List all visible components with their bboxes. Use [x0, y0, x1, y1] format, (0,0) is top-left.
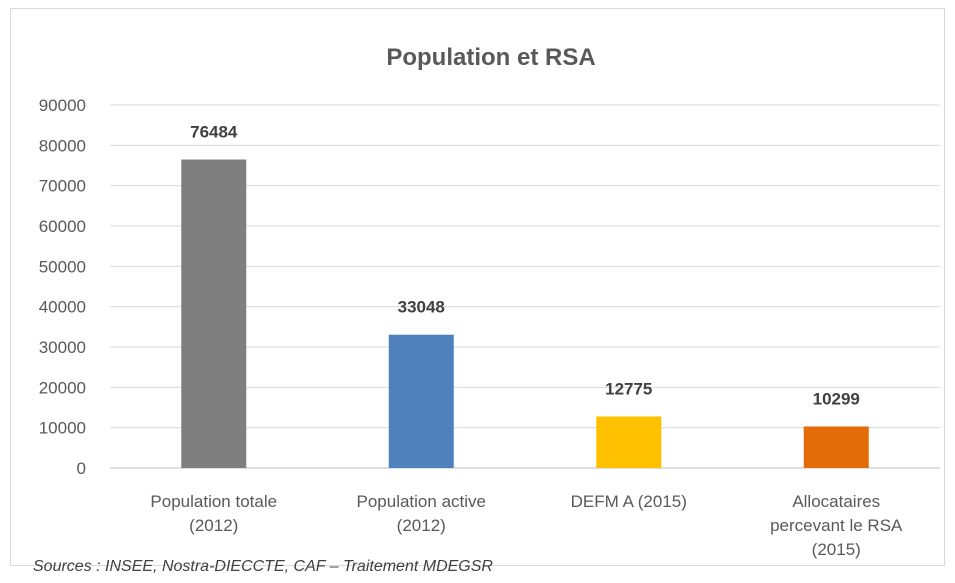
y-axis-ticks: 0 10000 20000 30000 40000 50000 60000 70000 8000… — [39, 96, 86, 478]
y-tick-label: 10000 — [39, 419, 86, 438]
data-label: 10299 — [813, 389, 860, 408]
y-tick-label: 50000 — [39, 257, 86, 276]
bar — [803, 426, 869, 468]
y-tick-label: 30000 — [39, 338, 86, 357]
y-tick-label: 70000 — [39, 177, 86, 196]
source-note: Sources : INSEE, Nostra-DIECCTE, CAF – T… — [33, 558, 493, 575]
category-label: Population totale — [150, 492, 277, 511]
bar — [388, 334, 454, 468]
data-label: 12775 — [605, 379, 652, 398]
data-labels: 76484 33048 12775 10299 — [190, 123, 860, 409]
x-axis-categories: Population totale (2012) Population active… — [150, 492, 903, 559]
bars — [181, 159, 869, 468]
y-tick-label: 0 — [77, 459, 86, 478]
chart-title: Population et RSA — [386, 44, 595, 71]
category-label: Allocataires — [792, 492, 880, 511]
category-label: DEFM A (2015) — [571, 492, 687, 511]
grid-layer — [110, 104, 940, 469]
bar — [181, 159, 247, 468]
category-label: Population active — [357, 492, 486, 511]
y-tick-label: 90000 — [39, 96, 86, 115]
y-tick-label: 60000 — [39, 217, 86, 236]
bar — [596, 416, 662, 468]
y-tick-label: 80000 — [39, 136, 86, 155]
category-label: (2015) — [812, 540, 861, 559]
category-label: (2012) — [189, 516, 238, 535]
category-label: (2012) — [397, 516, 446, 535]
chart-frame — [10, 8, 945, 566]
y-tick-label: 20000 — [39, 378, 86, 397]
y-tick-label: 40000 — [39, 298, 86, 317]
data-label: 33048 — [398, 298, 445, 317]
data-label: 76484 — [190, 123, 238, 142]
category-label: percevant le RSA — [770, 516, 903, 535]
